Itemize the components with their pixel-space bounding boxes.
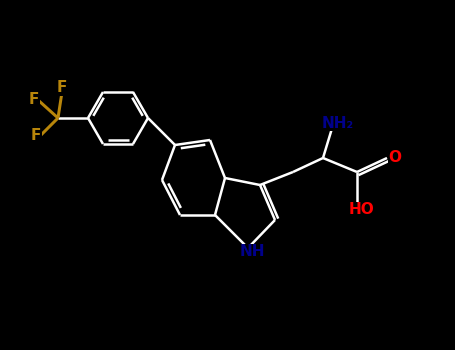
Text: F: F	[57, 80, 67, 96]
Text: NH: NH	[239, 245, 265, 259]
Text: NH₂: NH₂	[322, 116, 354, 131]
Text: F: F	[29, 92, 39, 107]
Text: HO: HO	[349, 203, 375, 217]
Text: O: O	[389, 150, 401, 166]
Text: F: F	[31, 128, 41, 143]
